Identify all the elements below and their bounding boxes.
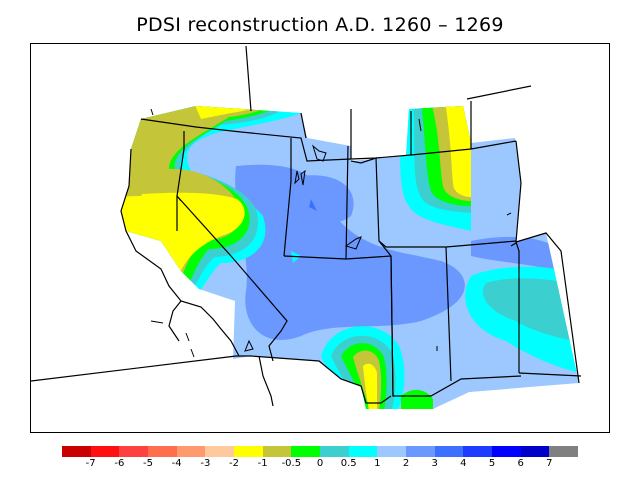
lakes [150,108,512,358]
colorbar-swatch [176,446,206,457]
colorbar-tick-label: 4 [460,458,467,469]
colorbar-tick-label: -0.5 [281,458,302,469]
colorbar-swatch [348,446,378,457]
colorbar-tick-label: 7 [546,458,553,469]
colorbar [62,446,579,457]
colorbar-tick-label: 2 [402,458,410,469]
colorbar-swatch [148,446,177,457]
colorbar-tick-label: -2 [229,458,239,469]
colorbar-tick-label: -6 [114,458,125,469]
colorbar-tick-label: -5 [143,458,153,469]
colorbar-swatch [434,446,464,457]
boundaries [31,45,582,407]
colorbar-tick-label: 5 [488,458,496,469]
colorbar-tick-label: -7 [85,458,96,469]
colorbar-tick-label: 6 [517,458,524,469]
colorbar-labels: -7 -6 -5 -4 -3 -2 -1 -0.5 0 0.5 1 2 3 4 5 6 7 [62,458,578,472]
map-frame [30,43,610,433]
colorbar-swatch [90,446,120,457]
colorbar-swatch [377,446,407,457]
colorbar-swatch [62,446,91,457]
colorbar-swatch [549,446,579,457]
colorbar-swatch [520,446,550,457]
colorbar-swatch [262,446,292,457]
colorbar-swatch [492,446,521,457]
colorbar-tick-label: 0 [316,458,324,469]
colorbar-tick-label: 0.5 [340,458,357,469]
colorbar-swatch [119,446,149,457]
colorbar-swatch [463,446,493,457]
colorbar-swatch [205,446,235,457]
colorbar-tick-label: -1 [257,458,268,469]
map-title: PDSI reconstruction A.D. 1260 – 1269 [136,14,504,36]
colorbar-swatch [406,446,435,457]
colorbar-tick-label: -3 [200,458,211,469]
colorbar-swatch [234,446,263,457]
colorbar-swatch [320,446,349,457]
colorbar-tick-label: 1 [374,458,381,469]
colorbar-tick-label: 3 [431,458,438,469]
pdsi-map [31,45,582,409]
colorbar-swatch [291,446,321,457]
colorbar-tick-label: -4 [171,458,182,469]
